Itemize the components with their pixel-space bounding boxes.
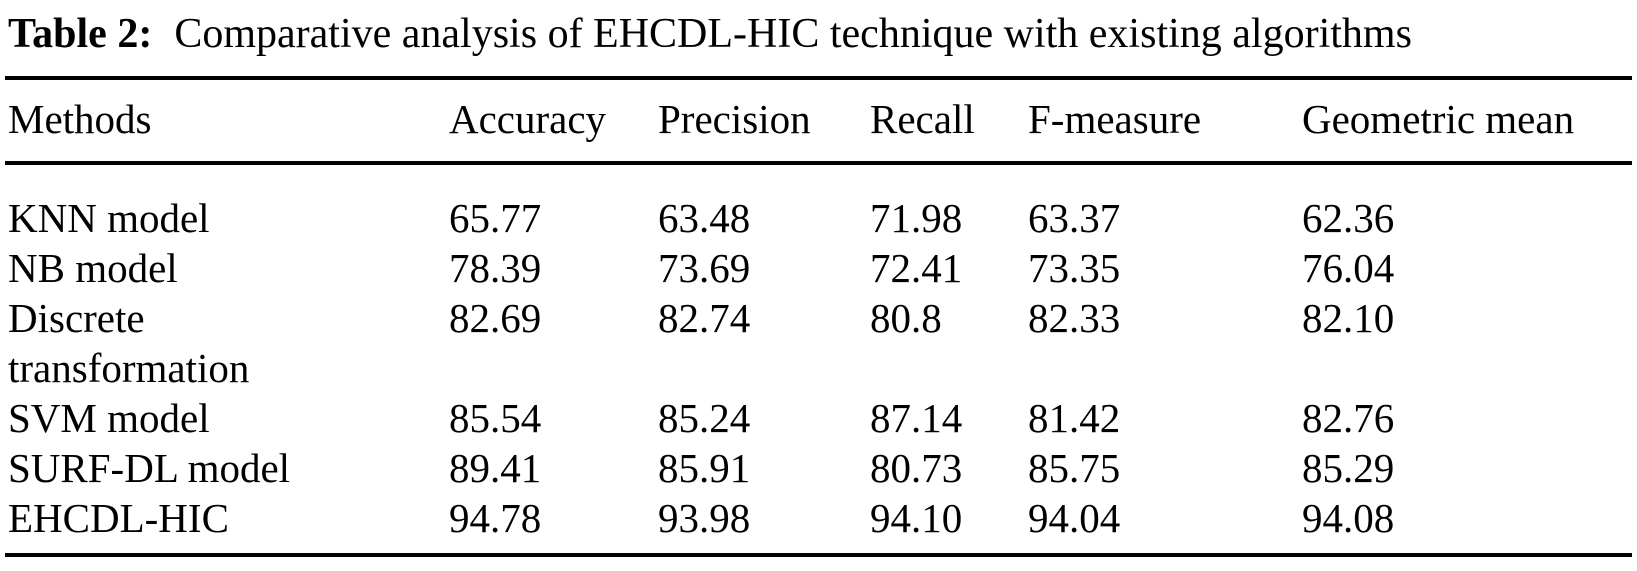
table-row: Discrete transformation 82.69 82.74 80.8 82.… bbox=[5, 293, 1632, 393]
method-cell: EHCDL-HIC bbox=[8, 495, 229, 541]
column-header-accuracy: Accuracy bbox=[449, 78, 658, 165]
value-cell: 93.98 bbox=[658, 495, 751, 541]
method-cell: SURF-DL model bbox=[8, 445, 291, 491]
value-cell: 82.10 bbox=[1302, 295, 1395, 341]
value-cell: 89.41 bbox=[449, 445, 542, 491]
table-body: KNN model 65.77 63.48 71.98 63.37 62.36 NB mod… bbox=[5, 163, 1632, 555]
results-table: Methods Accuracy Precision Recall F-measure G… bbox=[5, 76, 1632, 557]
value-cell: 72.41 bbox=[870, 245, 963, 291]
value-cell: 85.29 bbox=[1302, 445, 1395, 491]
value-cell: 82.76 bbox=[1302, 395, 1395, 441]
method-cell: NB model bbox=[8, 245, 178, 291]
table-row: EHCDL-HIC 94.78 93.98 94.10 94.04 94.08 bbox=[5, 493, 1632, 555]
table-caption: Table 2: Comparative analysis of EHCDL-HI… bbox=[0, 0, 1637, 60]
column-header-f-measure: F-measure bbox=[1028, 78, 1302, 165]
value-cell: 85.75 bbox=[1028, 445, 1121, 491]
table-row: NB model 78.39 73.69 72.41 73.35 76.04 bbox=[5, 243, 1632, 293]
value-cell: 82.33 bbox=[1028, 295, 1121, 341]
table-row: KNN model 65.77 63.48 71.98 63.37 62.36 bbox=[5, 163, 1632, 243]
value-cell: 94.78 bbox=[449, 495, 542, 541]
value-cell: 63.48 bbox=[658, 195, 751, 241]
caption-label: Table 2: bbox=[8, 11, 153, 57]
method-cell: KNN model bbox=[8, 195, 210, 241]
table-row: SVM model 85.54 85.24 87.14 81.42 82.76 bbox=[5, 393, 1632, 443]
value-cell: 80.73 bbox=[870, 445, 963, 491]
value-cell: 76.04 bbox=[1302, 245, 1395, 291]
value-cell: 81.42 bbox=[1028, 395, 1121, 441]
column-header-methods: Methods bbox=[5, 78, 449, 165]
value-cell: 94.08 bbox=[1302, 495, 1395, 541]
value-cell: 85.91 bbox=[658, 445, 751, 491]
value-cell: 71.98 bbox=[870, 195, 963, 241]
caption-text: Comparative analysis of EHCDL-HIC techni… bbox=[174, 11, 1412, 57]
value-cell: 80.8 bbox=[870, 295, 942, 341]
method-cell: SVM model bbox=[8, 395, 210, 441]
value-cell: 78.39 bbox=[449, 245, 542, 291]
value-cell: 94.10 bbox=[870, 495, 963, 541]
value-cell: 65.77 bbox=[449, 195, 542, 241]
column-header-geometric-mean: Geometric mean bbox=[1302, 78, 1632, 165]
method-cell: Discrete transformation bbox=[8, 295, 250, 391]
value-cell: 73.35 bbox=[1028, 245, 1121, 291]
value-cell: 85.24 bbox=[658, 395, 751, 441]
table-row: SURF-DL model 89.41 85.91 80.73 85.75 85.29 bbox=[5, 443, 1632, 493]
column-header-recall: Recall bbox=[870, 78, 1028, 165]
value-cell: 73.69 bbox=[658, 245, 751, 291]
table-header: Methods Accuracy Precision Recall F-measure G… bbox=[5, 78, 1632, 165]
value-cell: 82.74 bbox=[658, 295, 751, 341]
value-cell: 94.04 bbox=[1028, 495, 1121, 541]
value-cell: 62.36 bbox=[1302, 195, 1395, 241]
value-cell: 87.14 bbox=[870, 395, 963, 441]
value-cell: 63.37 bbox=[1028, 195, 1121, 241]
column-header-precision: Precision bbox=[658, 78, 870, 165]
value-cell: 82.69 bbox=[449, 295, 542, 341]
table-header-row: Methods Accuracy Precision Recall F-measure G… bbox=[5, 78, 1632, 165]
value-cell: 85.54 bbox=[449, 395, 542, 441]
